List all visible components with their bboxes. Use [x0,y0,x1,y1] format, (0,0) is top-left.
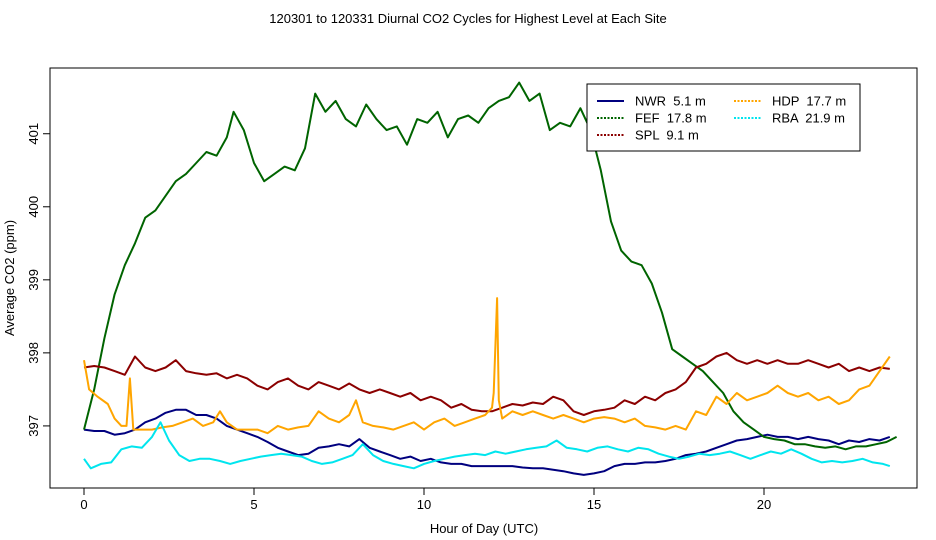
x-axis: 0 5 10 15 20 [80,487,771,512]
series-line-rba [83,421,891,470]
series-line-fef [83,81,898,451]
y-tick-label: 399 [26,269,41,291]
x-tick-label: 0 [80,497,87,512]
x-axis-label: Hour of Day (UTC) [430,521,538,536]
series-line-nwr [83,408,891,476]
legend-label-nwr: NWR 5.1 m [635,94,706,109]
series-line-spl [83,351,890,416]
chart-title: 120301 to 120331 Diurnal CO2 Cycles for … [269,11,666,26]
y-axis: 397 398 399 400 401 [26,123,51,437]
x-tick-label: 10 [417,497,431,512]
legend-label-hdp: HDP 17.7 m [772,94,846,109]
y-axis-label: Average CO2 (ppm) [2,220,17,336]
x-tick-label: 5 [250,497,257,512]
legend-label-rba: RBA 21.9 m [772,111,845,126]
series-line-hdp [83,297,891,435]
y-tick-label: 401 [26,123,41,145]
y-tick-label: 397 [26,415,41,437]
legend-box [586,83,861,152]
legend-label-fef: FEF 17.8 m [635,111,707,126]
legend: NWR 5.1 m FEF 17.8 m SPL 9.1 m HDP 17.7 m RB… [586,83,861,152]
y-tick-label: 400 [26,196,41,218]
series-lines [83,81,898,476]
x-tick-label: 15 [587,497,601,512]
y-tick-label: 398 [26,342,41,364]
x-tick-label: 20 [757,497,771,512]
legend-label-spl: SPL 9.1 m [635,128,699,143]
